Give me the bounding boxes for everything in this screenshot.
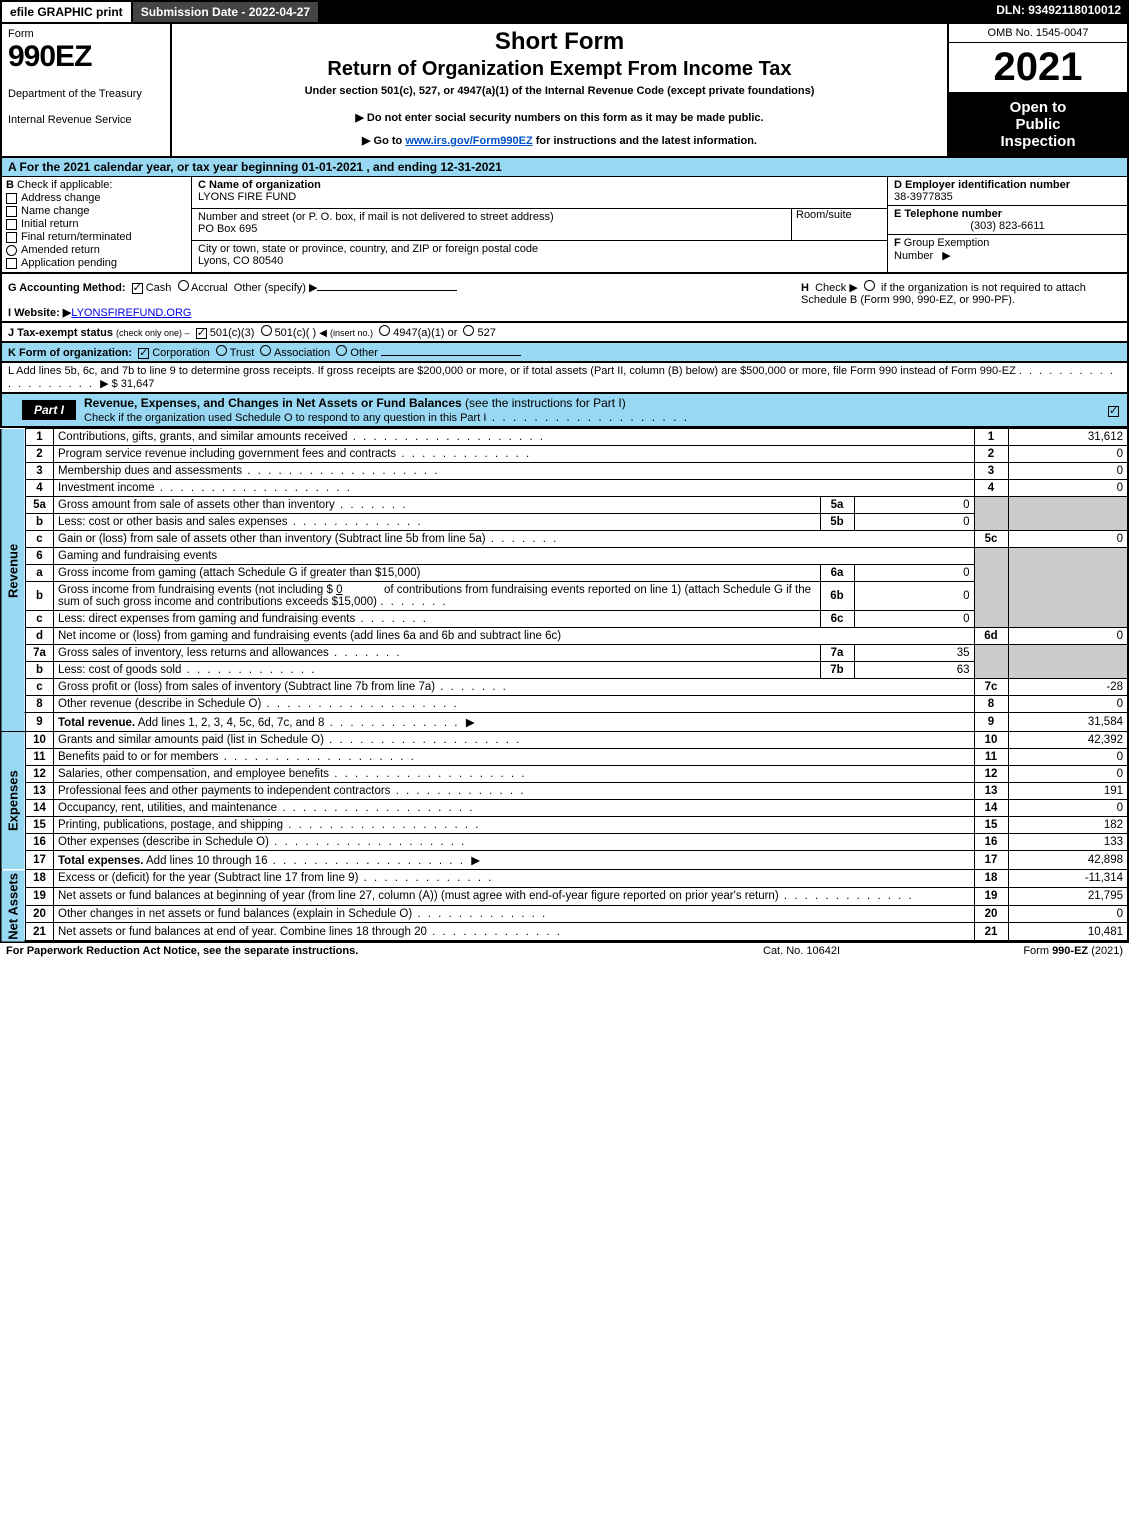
line-19-value: 21,795: [1008, 887, 1128, 905]
radio-501c[interactable]: [261, 325, 272, 336]
checkbox-name-change[interactable]: [6, 206, 17, 217]
netassets-side-label: Net Assets: [1, 870, 26, 942]
line-5a-value: 0: [854, 497, 974, 514]
revenue-side-label: Revenue: [1, 429, 26, 713]
radio-527[interactable]: [463, 325, 474, 336]
line-7b-value: 63: [854, 662, 974, 679]
cat-no: Cat. No. 10642I: [763, 945, 943, 957]
part-1-header: Part I Revenue, Expenses, and Changes in…: [0, 394, 1129, 428]
line-7a-value: 35: [854, 645, 974, 662]
line-6a-value: 0: [854, 565, 974, 582]
telephone: (303) 823-6611: [894, 220, 1121, 232]
radio-accrual[interactable]: [178, 280, 189, 291]
radio-trust[interactable]: [216, 345, 227, 356]
dept-treasury: Department of the Treasury: [8, 88, 164, 100]
submission-date: Submission Date - 2022-04-27: [133, 0, 320, 24]
radio-sched-b[interactable]: [864, 280, 875, 291]
section-d-e-f: D Employer identification number 38-3977…: [887, 177, 1127, 272]
section-c: C Name of organization LYONS FIRE FUND N…: [192, 177, 887, 272]
goto-line: ▶ Go to www.irs.gov/Form990EZ for instru…: [178, 134, 941, 147]
line-k: K Form of organization: Corporation Trus…: [0, 343, 1129, 363]
checkbox-final-return[interactable]: [6, 232, 17, 243]
line-10-value: 42,392: [1008, 732, 1128, 749]
checkbox-501c3[interactable]: [196, 328, 207, 339]
radio-other-org[interactable]: [336, 345, 347, 356]
city-state-zip: Lyons, CO 80540: [198, 255, 538, 267]
line-21-value: 10,481: [1008, 923, 1128, 941]
form-number: 990EZ: [8, 40, 164, 74]
line-a-tax-year: A For the 2021 calendar year, or tax yea…: [0, 158, 1129, 176]
part-1-table: Revenue 1 Contributions, gifts, grants, …: [0, 428, 1129, 942]
short-form-title: Short Form: [178, 28, 941, 56]
radio-amended[interactable]: [6, 245, 17, 256]
line-7c-value: -28: [1008, 679, 1128, 696]
top-bar: efile GRAPHIC print Submission Date - 20…: [0, 0, 1129, 24]
radio-association[interactable]: [260, 345, 271, 356]
street-address: PO Box 695: [198, 223, 791, 235]
checkbox-app-pending[interactable]: [6, 258, 17, 269]
line-12-value: 0: [1008, 766, 1128, 783]
line-6b-amount: 0: [336, 584, 342, 596]
line-2-value: 0: [1008, 446, 1128, 463]
line-6d-value: 0: [1008, 628, 1128, 645]
line-l: L Add lines 5b, 6c, and 7b to line 9 to …: [0, 363, 1129, 394]
line-8-value: 0: [1008, 696, 1128, 713]
line-18-value: -11,314: [1008, 870, 1128, 888]
line-14-value: 0: [1008, 800, 1128, 817]
tax-year: 2021: [949, 43, 1127, 93]
line-5b-value: 0: [854, 514, 974, 531]
section-b-h: B Check if applicable: Address change Na…: [0, 176, 1129, 274]
checkbox-schedule-o[interactable]: [1108, 406, 1119, 417]
do-not-enter: ▶ Do not enter social security numbers o…: [178, 111, 941, 124]
line-j: J Tax-exempt status (check only one) – 5…: [0, 323, 1129, 343]
line-15-value: 182: [1008, 817, 1128, 834]
line-1-value: 31,612: [1008, 429, 1128, 446]
section-b: B Check if applicable: Address change Na…: [2, 177, 192, 272]
gross-receipts: $ 31,647: [112, 378, 155, 390]
expenses-side-label: Expenses: [1, 732, 26, 870]
checkbox-corporation[interactable]: [138, 348, 149, 359]
line-6c-value: 0: [854, 611, 974, 628]
omb-number: OMB No. 1545-0047: [949, 24, 1127, 43]
radio-4947[interactable]: [379, 325, 390, 336]
checkbox-address-change[interactable]: [6, 193, 17, 204]
website-link[interactable]: LYONSFIREFUND.ORG: [71, 307, 191, 319]
org-name: LYONS FIRE FUND: [198, 191, 881, 203]
line-16-value: 133: [1008, 834, 1128, 851]
checkbox-cash[interactable]: [132, 283, 143, 294]
irs-link[interactable]: www.irs.gov/Form990EZ: [405, 135, 532, 147]
line-11-value: 0: [1008, 749, 1128, 766]
line-17-value: 42,898: [1008, 851, 1128, 870]
line-9-value: 31,584: [1008, 713, 1128, 732]
page-footer: For Paperwork Reduction Act Notice, see …: [0, 942, 1129, 959]
line-3-value: 0: [1008, 463, 1128, 480]
dln: DLN: 93492118010012: [988, 0, 1129, 24]
line-5c-value: 0: [1008, 531, 1128, 548]
checkbox-initial-return[interactable]: [6, 219, 17, 230]
under-section: Under section 501(c), 527, or 4947(a)(1)…: [178, 85, 941, 97]
line-6b-value: 0: [854, 582, 974, 611]
open-to-public: Open to Public Inspection: [949, 93, 1127, 156]
form-header: Form 990EZ Department of the Treasury In…: [0, 24, 1129, 158]
ein: 38-3977835: [894, 191, 1121, 203]
line-13-value: 191: [1008, 783, 1128, 800]
form-word: Form: [8, 28, 164, 40]
efile-label: efile GRAPHIC print: [0, 0, 133, 24]
irs: Internal Revenue Service: [8, 114, 164, 126]
line-20-value: 0: [1008, 905, 1128, 923]
line-4-value: 0: [1008, 480, 1128, 497]
return-of-title: Return of Organization Exempt From Incom…: [178, 58, 941, 81]
line-g-h: G Accounting Method: Cash Accrual Other …: [0, 274, 1129, 323]
